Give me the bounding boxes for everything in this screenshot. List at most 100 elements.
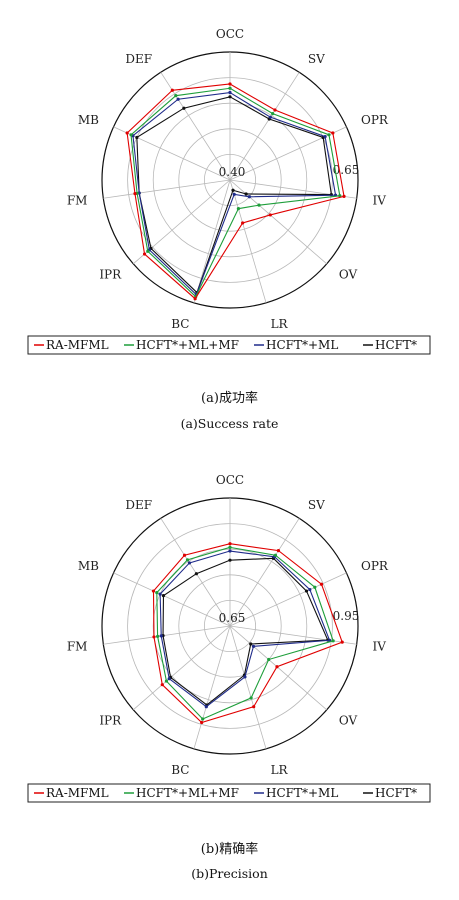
data-point-hcft-ml-ov: [251, 644, 256, 648]
axis-label-iv: IV: [373, 193, 387, 207]
data-point-ra-mfml-fm: [133, 192, 137, 196]
legend-label: HCFT*+ML+MF: [136, 786, 239, 800]
axis-label-bc: BC: [171, 317, 189, 331]
axis-label-ov: OV: [339, 713, 358, 727]
axis-label-sv: SV: [308, 498, 325, 512]
data-point-ra-mfml-bc: [193, 297, 197, 301]
axis-label-fm: FM: [67, 639, 88, 653]
grid-spoke: [113, 572, 231, 627]
data-point-ra-mfml-ipr: [160, 683, 164, 687]
axis-label-mb: MB: [78, 113, 99, 127]
legend-label: RA-MFML: [46, 786, 109, 800]
series-line-hcft: [162, 557, 329, 706]
data-point-ra-mfml-mb: [125, 131, 129, 135]
data-point-hcft-occ: [228, 558, 232, 562]
data-point-ra-mfml-ipr: [142, 252, 147, 256]
grid-spoke: [103, 179, 231, 199]
data-point-hcft-ov: [249, 642, 253, 646]
data-point-hcft-def: [182, 106, 186, 110]
data-point-hcft-ml-occ: [228, 549, 232, 553]
axis-label-ipr: IPR: [99, 267, 122, 281]
success-rate-radar-svg: 0.40 0.65 OCC SV OPR IV OV LR BC IPR FM MB DEF RA-MFM…: [27, 27, 431, 355]
tick-label-min: 0.40: [219, 165, 246, 179]
data-point-hcft-ml-mf-opr: [313, 585, 317, 589]
axis-label-ov: OV: [339, 267, 358, 281]
axis-label-lr: LR: [271, 763, 289, 777]
series-line-hcft-ml-mf: [156, 546, 334, 720]
grid-spoke: [229, 625, 327, 711]
legend: RA-MFML HCFT*+ML+MF HCFT*+ML HCFT*: [27, 783, 431, 803]
tick-label-max: 0.95: [333, 609, 360, 623]
success-rate-radar-chart: 0.40 0.65 OCC SV OPR IV OV LR BC IPR FM MB DEF RA-MFM…: [0, 0, 459, 360]
data-point-ra-mfml-def: [170, 88, 174, 92]
legend-label: RA-MFML: [46, 338, 109, 352]
data-point-ra-mfml-lr: [241, 221, 245, 225]
data-point-ra-mfml-opr: [331, 131, 335, 135]
data-point-hcft-ml-def: [187, 561, 192, 565]
data-point-hcft-ml-opr: [323, 134, 327, 139]
axis-label-sv: SV: [308, 52, 325, 66]
axis-label-lr: LR: [271, 317, 289, 331]
grid-spoke: [229, 625, 357, 645]
data-point-hcft-mb: [161, 594, 166, 598]
series-line-ra-mfml: [152, 543, 343, 724]
data-point-hcft-ml-mf-mb: [155, 590, 159, 595]
data-point-hcft-ml-mf-sv: [271, 111, 275, 116]
data-point-hcft-ml-mf-ov: [257, 203, 261, 207]
grid-spoke: [193, 625, 231, 749]
data-point-hcft-ml-ipr: [167, 677, 171, 681]
data-point-hcft-ml-mf-fm: [156, 634, 160, 639]
data-point-hcft-opr: [304, 589, 309, 593]
data-point-ra-mfml-opr: [319, 582, 324, 586]
legend-label: HCFT*+ML+MF: [136, 338, 239, 352]
axis-label-def: DEF: [125, 52, 152, 66]
data-point-hcft-ml-mf-ov: [267, 657, 271, 662]
data-point-hcft-ml-occ: [228, 90, 232, 95]
precision-radar-svg: 0.65 0.95 OCC SV OPR IV OV LR BC IPR FM MB DEF RA-MFM…: [27, 473, 431, 803]
data-point-hcft-ml-mf-sv: [273, 553, 278, 557]
data-point-hcft-ml-mf-bc: [201, 717, 205, 721]
data-point-hcft-ml-mf-def: [174, 94, 178, 98]
axis-label-def: DEF: [125, 498, 152, 512]
legend-box: [27, 335, 431, 355]
data-point-hcft-ml-mf-ipr: [146, 249, 150, 253]
data-point-ra-mfml-ov: [268, 213, 272, 217]
data-point-hcft-ml-opr: [308, 587, 312, 592]
data-point-hcft-ml-mf-ipr: [164, 679, 169, 683]
legend: RA-MFML HCFT*+ML+MF HCFT*+ML HCFT*: [27, 335, 431, 355]
grid-spoke: [229, 572, 347, 627]
grid-spoke: [229, 518, 300, 627]
success-rate-caption-cn: (a)成功率: [201, 391, 258, 406]
data-point-ra-mfml-iv: [342, 194, 346, 198]
data-point-hcft-ml-mf-opr: [327, 133, 331, 137]
data-point-hcft-def: [194, 572, 198, 576]
grid-spoke: [160, 518, 231, 627]
axis-label-occ: OCC: [216, 27, 244, 41]
legend-box: [27, 783, 431, 803]
data-point-ra-mfml-occ: [228, 542, 232, 546]
data-point-hcft-ml-mf-iv: [338, 194, 342, 198]
series-line-ra-mfml: [126, 83, 345, 300]
grid-spoke: [103, 625, 231, 645]
axis-label-occ: OCC: [216, 473, 244, 487]
data-point-hcft-ml-lr: [232, 192, 236, 196]
success-rate-caption-en: (a)Success rate: [180, 416, 279, 431]
series-line-hcft-ml: [159, 550, 331, 708]
data-point-ra-mfml-occ: [228, 82, 232, 86]
data-point-hcft-lr: [231, 188, 235, 192]
data-point-ra-mfml-ov: [275, 665, 279, 669]
data-point-hcft-ml-mf-iv: [331, 639, 335, 643]
data-point-ra-mfml-mb: [151, 589, 156, 593]
data-point-hcft-ml-lr: [243, 675, 247, 679]
data-point-ra-mfml-bc: [200, 720, 204, 725]
data-point-hcft-occ: [228, 95, 232, 99]
data-point-hcft-ml-mf-lr: [249, 696, 253, 700]
series-line-hcft: [136, 96, 332, 294]
data-point-ra-mfml-lr: [252, 705, 256, 709]
data-point-ra-mfml-fm: [152, 635, 156, 639]
axis-label-bc: BC: [171, 763, 189, 777]
legend-label: HCFT*+ML: [266, 786, 338, 800]
grid-spoke: [229, 126, 347, 181]
data-point-hcft-ml-sv: [268, 115, 272, 119]
data-point-ra-mfml-sv: [276, 549, 281, 553]
